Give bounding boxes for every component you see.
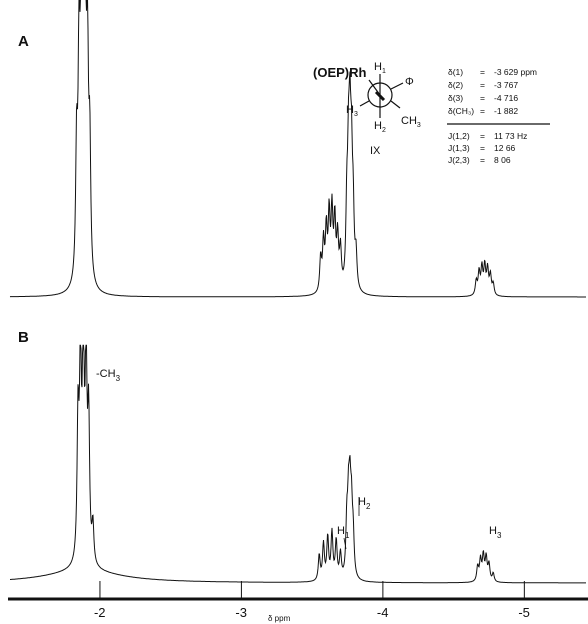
h3-atom: H3 bbox=[346, 104, 358, 118]
shift-row-2-equals: = bbox=[480, 93, 485, 103]
spectrum-trace-b bbox=[10, 344, 586, 584]
ligand-label: (OEP)Rh bbox=[313, 65, 367, 80]
shift-row-3-label: δ(CH₃) bbox=[448, 106, 474, 116]
shift-row-0-equals: = bbox=[480, 67, 485, 77]
coupling-row-0-label: J(1,2) bbox=[448, 131, 470, 141]
h2-label-subscript: 2 bbox=[366, 502, 371, 511]
shift-row-1-equals: = bbox=[480, 80, 485, 90]
coupling-row-2-label: J(2,3) bbox=[448, 155, 470, 165]
ch3-atom: CH3 bbox=[401, 115, 421, 129]
panel-label-b: B bbox=[18, 329, 29, 346]
h1-label-text: H bbox=[337, 525, 345, 537]
ch3-label-text: -CH bbox=[96, 368, 116, 380]
spectrum-trace-a bbox=[9, 0, 586, 298]
h2-peak-label: H2 bbox=[358, 496, 371, 516]
h1-label-leader bbox=[343, 537, 347, 550]
bond-phi bbox=[390, 82, 404, 90]
svg-text:H3: H3 bbox=[489, 525, 502, 540]
h1-peak-label: H1 bbox=[337, 525, 350, 550]
h2-label-text: H bbox=[358, 496, 366, 508]
bond-h3 bbox=[359, 100, 370, 107]
x-tick-label-1: -3 bbox=[235, 605, 247, 620]
x-tick-label-3: -5 bbox=[518, 605, 530, 620]
shift-row-2-label: δ(3) bbox=[448, 93, 463, 103]
coupling-row-1-value: 12 66 bbox=[494, 143, 516, 153]
shift-row-3-value: -1 882 bbox=[494, 106, 518, 116]
svg-text:-CH3: -CH3 bbox=[96, 368, 121, 383]
h1-atom: H1 bbox=[374, 61, 386, 75]
ch3-label-subscript: 3 bbox=[116, 374, 121, 383]
svg-text:H2: H2 bbox=[358, 496, 371, 511]
ch3-peak-label: -CH3 bbox=[96, 368, 121, 383]
wedge-mark bbox=[374, 90, 386, 102]
h3-label-text: H bbox=[489, 525, 497, 537]
shift-row-2-value: -4 716 bbox=[494, 93, 518, 103]
h1-label-subscript: 1 bbox=[345, 531, 350, 540]
x-tick-label-0: -2 bbox=[94, 605, 106, 620]
newman-projection: (OEP)Rh H1 Φ H3 H2 CH3 IX bbox=[313, 61, 421, 157]
h3-peak-label: H3 bbox=[489, 525, 502, 540]
shift-row-1-value: -3 767 bbox=[494, 80, 518, 90]
shift-row-3-equals: = bbox=[480, 106, 485, 116]
shift-row-0-label: δ(1) bbox=[448, 67, 463, 77]
phi-atom: Φ bbox=[405, 76, 414, 88]
svg-text:H1: H1 bbox=[337, 525, 350, 540]
shift-row-1-label: δ(2) bbox=[448, 80, 463, 90]
x-tick-label-2: -4 bbox=[377, 605, 389, 620]
coupling-row-0-value: 11 73 Hz bbox=[494, 131, 527, 141]
h3-label-subscript: 3 bbox=[497, 531, 502, 540]
x-axis-ticks: -2 -3 -4 -5 bbox=[94, 581, 530, 620]
coupling-row-2-equals: = bbox=[480, 155, 485, 165]
bond-ch3 bbox=[390, 100, 401, 109]
coupling-row-1-label: J(1,3) bbox=[448, 143, 470, 153]
h2-atom: H2 bbox=[374, 120, 386, 134]
coupling-row-1-equals: = bbox=[480, 143, 485, 153]
shift-row-0-value: -3 629 ppm bbox=[494, 67, 537, 77]
coupling-row-0-equals: = bbox=[480, 131, 485, 141]
panel-label-a: A bbox=[18, 33, 29, 50]
x-axis-label: δ ppm bbox=[268, 614, 291, 623]
coupling-row-2-value: 8 06 bbox=[494, 155, 511, 165]
nmr-parameters: δ(1) = -3 629 ppm δ(2) = -3 767 δ(3) = -4 716 δ(C… bbox=[448, 67, 537, 165]
compound-number: IX bbox=[370, 145, 381, 157]
